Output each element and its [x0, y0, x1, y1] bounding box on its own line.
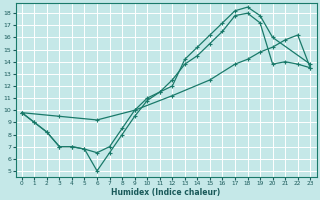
X-axis label: Humidex (Indice chaleur): Humidex (Indice chaleur): [111, 188, 221, 197]
